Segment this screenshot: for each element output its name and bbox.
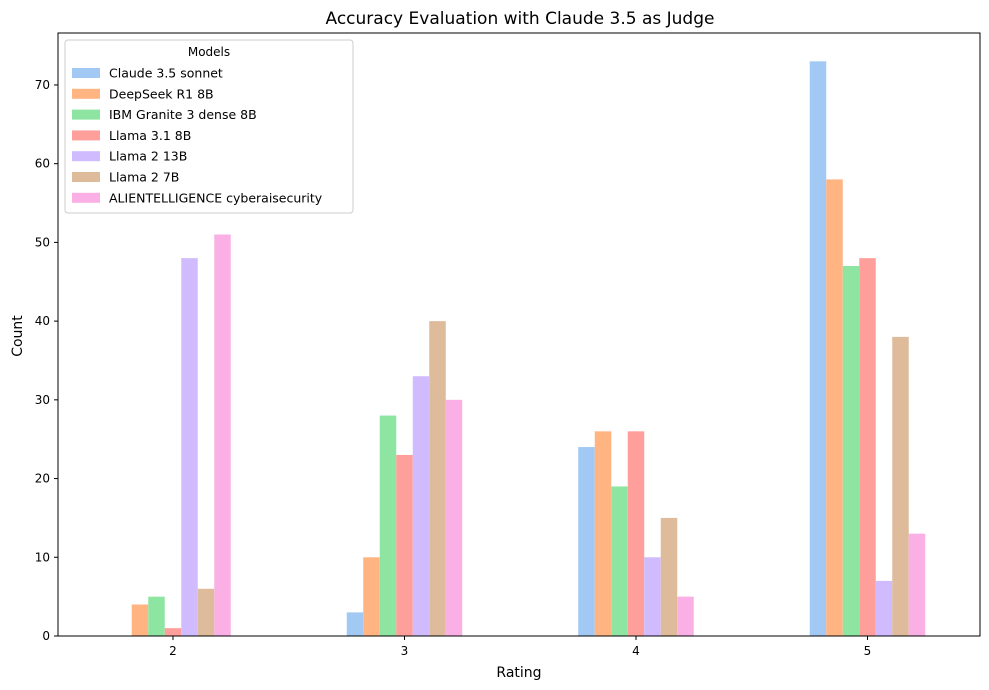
chart-title: Accuracy Evaluation with Claude 3.5 as J… bbox=[326, 9, 715, 29]
legend-swatch bbox=[72, 68, 100, 78]
bar bbox=[214, 234, 231, 636]
bar bbox=[594, 431, 612, 636]
bar bbox=[181, 258, 198, 636]
legend-entry: Llama 3.1 8B bbox=[109, 128, 191, 143]
bar bbox=[859, 258, 876, 636]
y-tick-label: 30 bbox=[35, 393, 50, 407]
bar bbox=[396, 454, 413, 636]
bar bbox=[842, 266, 860, 636]
x-tick-label: 3 bbox=[401, 644, 409, 658]
plot-frame bbox=[57, 32, 981, 637]
x-tick-label: 5 bbox=[864, 644, 872, 658]
y-tick-label: 70 bbox=[35, 78, 50, 92]
legend-swatch bbox=[72, 192, 100, 203]
legend-swatch bbox=[72, 172, 100, 182]
x-tick-label: 4 bbox=[632, 644, 640, 658]
legend-entry: Llama 2 7B bbox=[109, 170, 179, 185]
bar bbox=[148, 596, 165, 636]
legend-swatch bbox=[72, 88, 100, 99]
bar bbox=[908, 533, 926, 636]
legend-entry: Llama 2 13B bbox=[109, 149, 187, 164]
bar bbox=[197, 588, 215, 636]
legend-swatch bbox=[72, 130, 100, 141]
bar bbox=[363, 557, 380, 636]
legend-entry: DeepSeek R1 8B bbox=[109, 86, 214, 101]
bar bbox=[412, 376, 430, 636]
bar bbox=[677, 596, 694, 636]
bar bbox=[627, 431, 645, 636]
bar bbox=[809, 61, 827, 636]
bar bbox=[826, 179, 843, 637]
y-tick-label: 40 bbox=[35, 314, 50, 328]
bar bbox=[164, 628, 182, 636]
y-tick-label: 20 bbox=[35, 472, 50, 486]
legend: Models Claude 3.5 sonnet DeepSeek R1 8B IBM… bbox=[64, 39, 354, 214]
legend-title: Models bbox=[188, 45, 230, 59]
x-tick-label: 2 bbox=[169, 644, 177, 658]
bar bbox=[875, 580, 893, 636]
bar bbox=[379, 415, 397, 636]
x-axis-label: Rating bbox=[496, 665, 541, 681]
y-axis: 0 10 20 30 40 50 60 70 bbox=[35, 78, 58, 643]
bar bbox=[660, 517, 678, 636]
legend-entry: IBM Granite 3 dense 8B bbox=[109, 107, 257, 122]
bar bbox=[611, 486, 628, 636]
bar bbox=[892, 336, 909, 636]
legend-swatch bbox=[72, 109, 100, 120]
y-tick-label: 0 bbox=[42, 629, 50, 643]
x-axis: 2 3 4 5 bbox=[169, 636, 871, 658]
legend-swatch bbox=[72, 151, 100, 162]
y-tick-label: 10 bbox=[35, 550, 50, 564]
bar bbox=[644, 557, 661, 636]
bar bbox=[131, 604, 149, 636]
y-tick-label: 60 bbox=[35, 157, 50, 171]
bar bbox=[346, 612, 364, 636]
y-axis-label: Count bbox=[10, 315, 26, 357]
y-tick-label: 50 bbox=[35, 235, 50, 249]
legend-box bbox=[64, 39, 354, 214]
plot-area bbox=[57, 32, 981, 637]
bar bbox=[445, 399, 463, 636]
legend-entry: Claude 3.5 sonnet bbox=[109, 66, 223, 81]
bar bbox=[429, 321, 446, 636]
legend-entry: ALIENTELLIGENCE cyberaisecurity bbox=[109, 190, 323, 205]
bar bbox=[578, 447, 595, 636]
